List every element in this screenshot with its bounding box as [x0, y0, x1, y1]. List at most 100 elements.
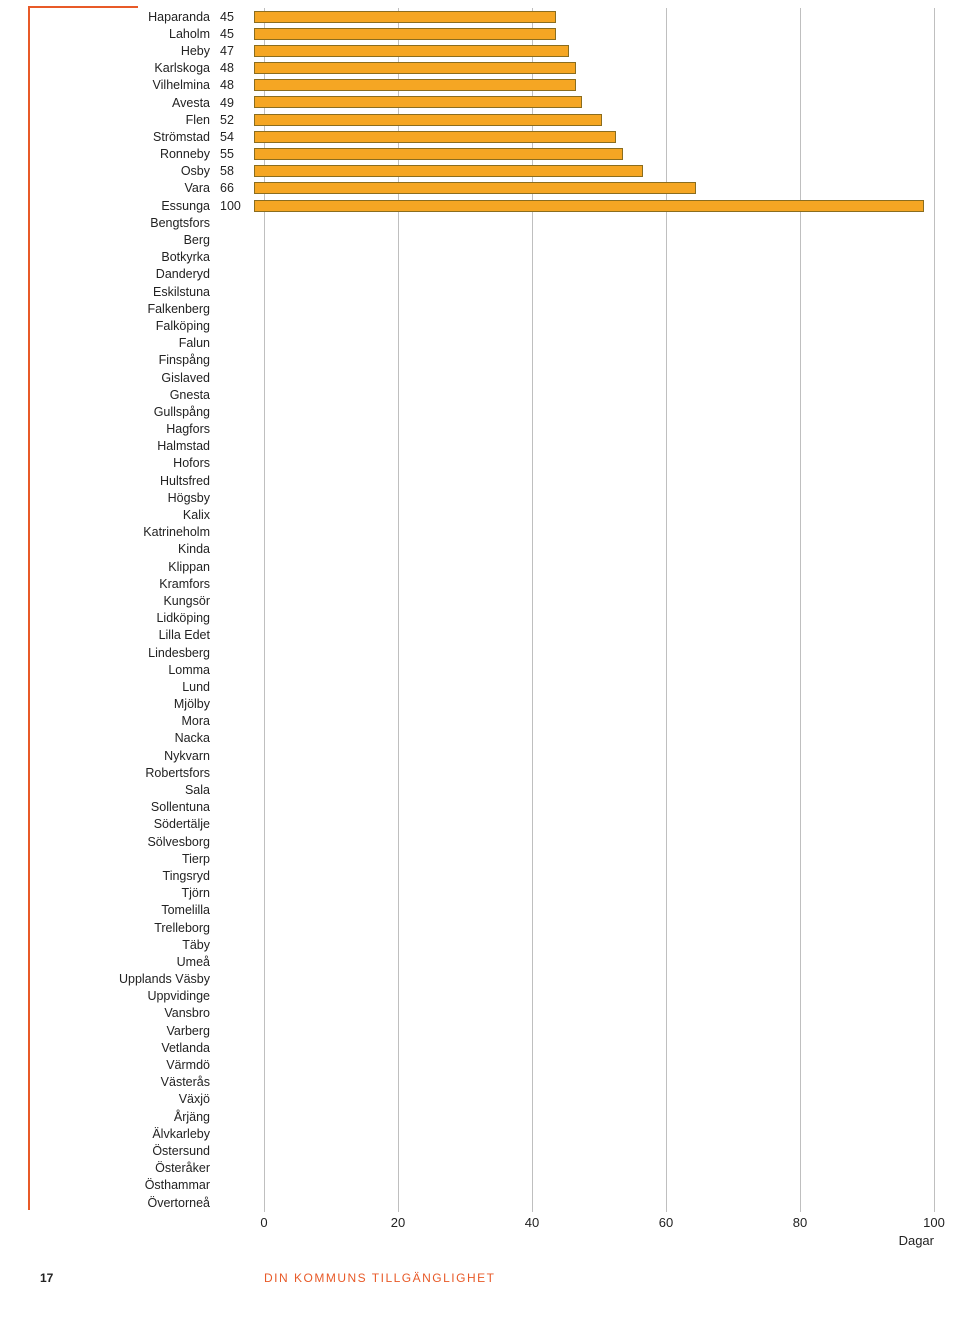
table-row: Kungsör [0, 592, 940, 609]
table-row: Uppvidinge [0, 988, 940, 1005]
table-row: Botkyrka [0, 249, 940, 266]
x-tick: 20 [391, 1215, 405, 1230]
row-label: Falköping [0, 319, 220, 333]
row-plot [254, 558, 924, 575]
bar [254, 11, 556, 23]
table-row: Avesta49 [0, 94, 940, 111]
row-plot [254, 902, 924, 919]
table-row: Kinda [0, 541, 940, 558]
row-label: Gislaved [0, 371, 220, 385]
table-row: Kalix [0, 506, 940, 523]
table-row: Sala [0, 781, 940, 798]
table-row: Västerås [0, 1074, 940, 1091]
row-label: Nykvarn [0, 749, 220, 763]
row-plot [254, 953, 924, 970]
row-value: 45 [220, 27, 254, 41]
row-plot [254, 885, 924, 902]
row-label: Nacka [0, 731, 220, 745]
row-value: 55 [220, 147, 254, 161]
row-plot [254, 541, 924, 558]
row-label: Varberg [0, 1024, 220, 1038]
table-row: Sollentuna [0, 799, 940, 816]
row-label: Essunga [0, 199, 220, 213]
table-row: Lilla Edet [0, 627, 940, 644]
row-plot [254, 421, 924, 438]
row-plot [254, 335, 924, 352]
table-row: Kramfors [0, 575, 940, 592]
row-plot [254, 146, 924, 163]
row-label: Västerås [0, 1075, 220, 1089]
plot-area: Haparanda45Laholm45Heby47Karlskoga48Vilh… [0, 8, 940, 1211]
row-plot [254, 42, 924, 59]
x-tick: 40 [525, 1215, 539, 1230]
row-value: 52 [220, 113, 254, 127]
row-plot [254, 180, 924, 197]
row-plot [254, 352, 924, 369]
table-row: Vansbro [0, 1005, 940, 1022]
row-plot [254, 971, 924, 988]
row-label: Osby [0, 164, 220, 178]
row-label: Tomelilla [0, 903, 220, 917]
row-label: Flen [0, 113, 220, 127]
table-row: Haparanda45 [0, 8, 940, 25]
bar [254, 79, 576, 91]
row-label: Eskilstuna [0, 285, 220, 299]
row-plot [254, 644, 924, 661]
row-label: Heby [0, 44, 220, 58]
table-row: Bengtsfors [0, 214, 940, 231]
row-plot [254, 369, 924, 386]
row-plot [254, 661, 924, 678]
table-row: Värmdö [0, 1056, 940, 1073]
row-plot [254, 747, 924, 764]
row-value: 48 [220, 78, 254, 92]
row-plot [254, 472, 924, 489]
table-row: Täby [0, 936, 940, 953]
table-row: Lomma [0, 661, 940, 678]
table-row: Hagfors [0, 421, 940, 438]
row-label: Hultsfred [0, 474, 220, 488]
row-plot [254, 266, 924, 283]
table-row: Årjäng [0, 1108, 940, 1125]
row-label: Falun [0, 336, 220, 350]
table-row: Katrineholm [0, 524, 940, 541]
table-row: Danderyd [0, 266, 940, 283]
x-tick: 100 [923, 1215, 945, 1230]
row-label: Avesta [0, 96, 220, 110]
row-plot [254, 163, 924, 180]
row-label: Tingsryd [0, 869, 220, 883]
bar [254, 182, 696, 194]
table-row: Mjölby [0, 696, 940, 713]
row-plot [254, 799, 924, 816]
row-plot [254, 1142, 924, 1159]
table-row: Hultsfred [0, 472, 940, 489]
row-plot [254, 1177, 924, 1194]
table-row: Karlskoga48 [0, 60, 940, 77]
table-row: Laholm45 [0, 25, 940, 42]
row-plot [254, 455, 924, 472]
row-plot [254, 1194, 924, 1211]
row-label: Vetlanda [0, 1041, 220, 1055]
table-row: Östersund [0, 1142, 940, 1159]
table-row: Lidköping [0, 610, 940, 627]
table-row: Vilhelmina48 [0, 77, 940, 94]
row-plot [254, 60, 924, 77]
row-label: Sala [0, 783, 220, 797]
page-footer: 17 DIN KOMMUNS TILLGÄNGLIGHET [0, 1271, 960, 1285]
row-label: Vilhelmina [0, 78, 220, 92]
row-label: Årjäng [0, 1110, 220, 1124]
row-label: Haparanda [0, 10, 220, 24]
table-row: Östhammar [0, 1177, 940, 1194]
row-plot [254, 592, 924, 609]
row-plot [254, 8, 924, 25]
row-plot [254, 936, 924, 953]
row-label: Gullspång [0, 405, 220, 419]
row-plot [254, 386, 924, 403]
table-row: Falun [0, 335, 940, 352]
row-plot [254, 1005, 924, 1022]
row-label: Hofors [0, 456, 220, 470]
row-label: Bengtsfors [0, 216, 220, 230]
row-label: Lomma [0, 663, 220, 677]
table-row: Umeå [0, 953, 940, 970]
table-row: Lindesberg [0, 644, 940, 661]
row-label: Östersund [0, 1144, 220, 1158]
